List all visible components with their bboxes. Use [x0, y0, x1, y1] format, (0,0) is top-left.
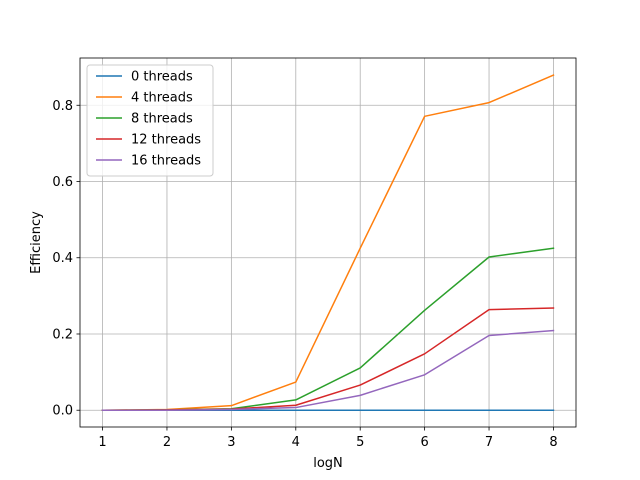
y-tick-label: 0.0 [52, 404, 73, 419]
legend-box [86, 64, 214, 177]
legend-label: 4 threads [131, 91, 193, 106]
x-tick-label: 3 [227, 435, 235, 450]
x-tick-label: 1 [98, 435, 106, 450]
legend-label: 16 threads [131, 154, 201, 169]
y-tick-label: 0.8 [52, 99, 73, 114]
y-axis-label: Efficiency [29, 211, 44, 274]
series-line-4-threads [101, 74, 555, 411]
y-axis: 0.0 0.2 0.4 0.6 0.8 [52, 99, 80, 419]
legend-label: 12 threads [131, 133, 201, 148]
x-tick-label: 4 [292, 435, 300, 450]
x-tick-label: 5 [356, 435, 364, 450]
plot-area-frame [79, 57, 577, 428]
y-tick-label: 0.2 [52, 327, 73, 342]
x-axis-label: logN [313, 456, 343, 471]
x-axis: 1 2 3 4 5 6 7 8 [98, 427, 558, 450]
x-tick-label: 7 [485, 435, 493, 450]
legend-label: 8 threads [131, 112, 193, 127]
series-lines [101, 74, 555, 411]
legend-label: 0 threads [131, 70, 193, 85]
legend: 0 threads 4 threads 8 threads 12 threads 16 … [86, 64, 214, 177]
series-line-16-threads [101, 329, 555, 411]
y-tick-label: 0.4 [52, 251, 73, 266]
x-tick-label: 2 [163, 435, 171, 450]
x-tick-label: 8 [549, 435, 557, 450]
x-tick-label: 6 [420, 435, 428, 450]
y-tick-label: 0.6 [52, 175, 73, 190]
